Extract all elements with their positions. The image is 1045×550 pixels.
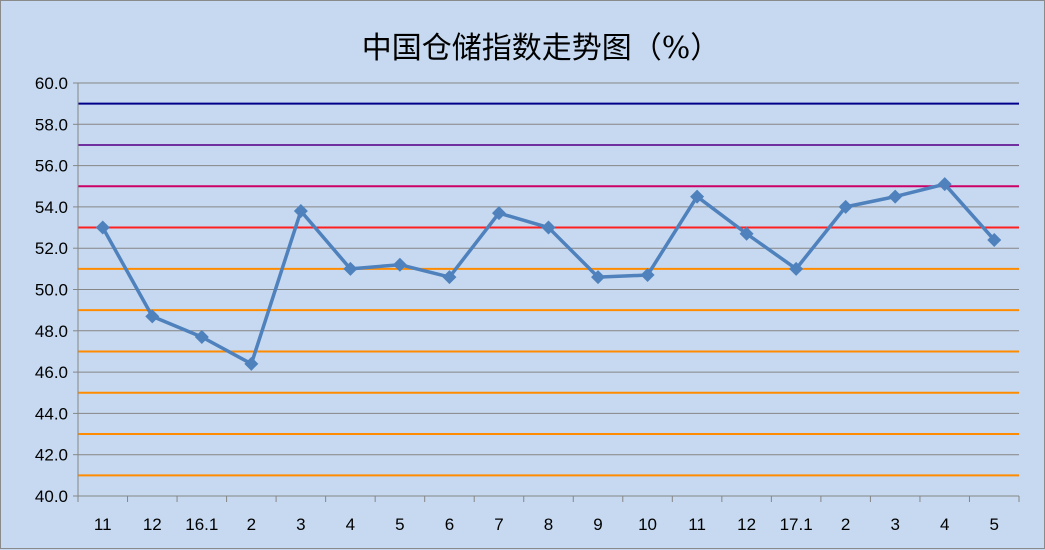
x-tick-label: 9 — [593, 515, 602, 534]
data-point-diamond — [541, 220, 556, 235]
x-tick-label: 3 — [296, 515, 305, 534]
x-tick-label: 5 — [395, 515, 404, 534]
x-tick-label: 17.1 — [780, 515, 813, 534]
x-tick-label: 12 — [143, 515, 162, 534]
data-point-diamond — [640, 268, 655, 283]
y-tick-label: 52.0 — [35, 239, 68, 258]
data-point-diamond — [690, 189, 705, 204]
data-point-diamond — [739, 226, 754, 241]
x-tick-label: 5 — [990, 515, 999, 534]
data-point-diamond — [442, 270, 457, 285]
series — [95, 177, 1002, 371]
data-point-diamond — [491, 206, 506, 221]
y-tick-label: 60.0 — [35, 74, 68, 93]
data-point-diamond — [194, 329, 209, 344]
x-tick-label: 2 — [841, 515, 850, 534]
data-point-diamond — [244, 356, 259, 371]
y-tick-label: 50.0 — [35, 281, 68, 300]
y-tick-label: 46.0 — [35, 363, 68, 382]
x-tick-label: 12 — [737, 515, 756, 534]
x-tick-label: 16.1 — [185, 515, 218, 534]
data-point-diamond — [293, 204, 308, 219]
chart-title: 中国仓储指数走势图（%） — [362, 31, 721, 66]
x-tick-label: 4 — [346, 515, 355, 534]
y-tick-label: 56.0 — [35, 157, 68, 176]
x-tick-label: 3 — [890, 515, 899, 534]
y-tick-label: 48.0 — [35, 322, 68, 341]
gridlines — [78, 82, 1019, 456]
y-tick-label: 40.0 — [35, 487, 68, 506]
series-line — [101, 182, 996, 366]
x-tick-label: 10 — [638, 515, 657, 534]
data-point-diamond — [987, 232, 1002, 247]
x-tick-label: 2 — [247, 515, 256, 534]
data-point-diamond — [392, 257, 407, 272]
x-tick-label: 8 — [544, 515, 553, 534]
x-tick-label: 6 — [445, 515, 454, 534]
y-tick-label: 54.0 — [35, 198, 68, 217]
x-tick-label: 11 — [688, 515, 706, 534]
data-point-diamond — [937, 177, 952, 192]
data-point-diamond — [145, 309, 160, 324]
y-tick-label: 58.0 — [35, 115, 68, 134]
data-point-diamond — [789, 261, 804, 276]
data-point-diamond — [95, 220, 110, 235]
y-tick-label: 42.0 — [35, 446, 68, 465]
data-point-diamond — [591, 270, 606, 285]
data-point-diamond — [343, 261, 358, 276]
y-tick-label: 44.0 — [35, 404, 68, 423]
x-tick-label: 4 — [940, 515, 949, 534]
data-point-diamond — [888, 189, 903, 204]
data-point-diamond — [838, 199, 853, 214]
axes: 40.0 42.0 44.0 46.0 48.0 50.0 52.0 54.0 56.0 58.0… — [35, 74, 1020, 534]
x-tick-label: 7 — [494, 515, 503, 534]
x-tick-label: 11 — [94, 515, 112, 534]
